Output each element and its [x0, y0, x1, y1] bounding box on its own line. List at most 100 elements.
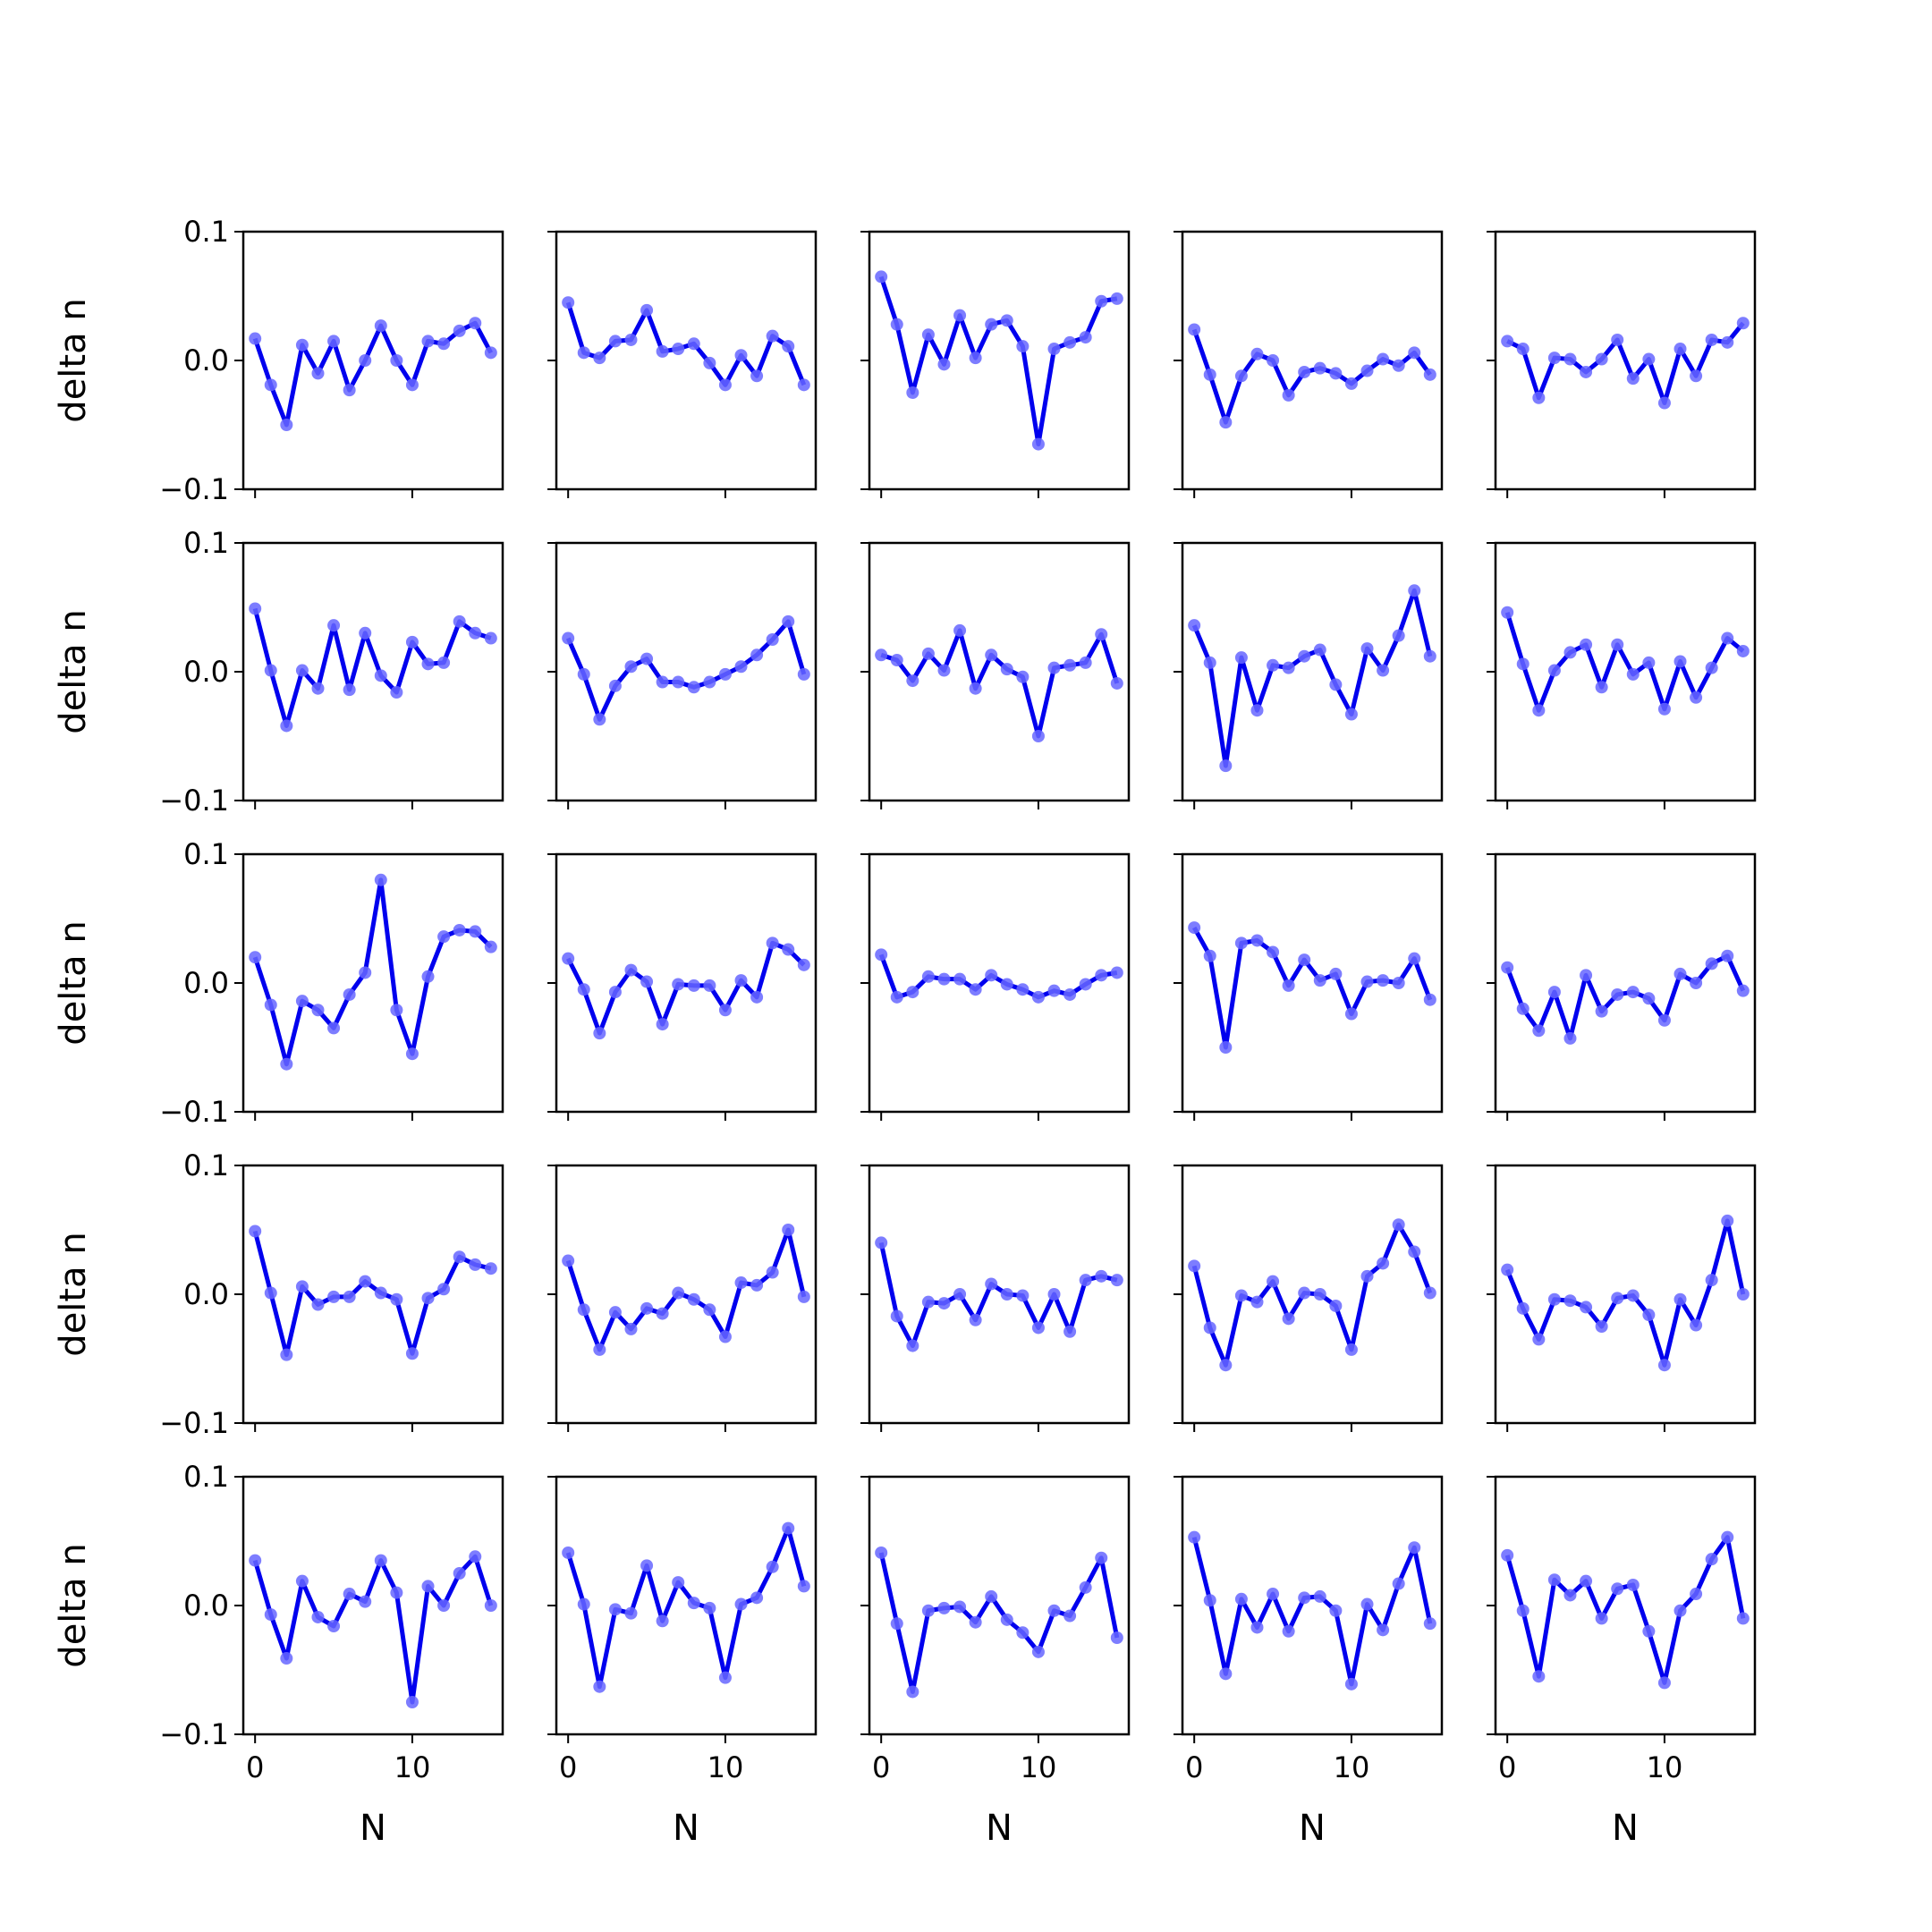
series-line	[1191, 588, 1433, 768]
data-point	[640, 1301, 654, 1315]
data-point	[750, 648, 764, 662]
data-point	[1408, 952, 1421, 965]
data-point	[703, 979, 716, 992]
data-point	[577, 346, 590, 360]
data-point	[1721, 1530, 1734, 1544]
data-point	[1031, 990, 1045, 1004]
axes-frame	[1494, 541, 1757, 802]
data-point	[1736, 644, 1750, 657]
data-point	[1203, 368, 1216, 381]
data-point	[672, 675, 685, 689]
data-point	[421, 970, 435, 983]
y-tick-label: 0.0	[183, 655, 229, 689]
data-point	[1298, 1286, 1311, 1300]
data-point	[1031, 730, 1045, 742]
data-point	[1721, 1214, 1734, 1227]
data-point	[687, 979, 700, 992]
data-point	[1031, 1321, 1045, 1335]
data-point	[687, 1597, 700, 1610]
data-point	[1408, 1541, 1421, 1555]
data-point	[766, 936, 779, 950]
series-line	[252, 1230, 492, 1358]
data-point	[1000, 1288, 1013, 1301]
data-point	[1000, 314, 1013, 327]
data-point	[890, 990, 903, 1004]
data-point	[1674, 1292, 1687, 1306]
data-point	[718, 378, 732, 392]
data-point	[264, 378, 277, 392]
data-point	[1580, 638, 1593, 651]
data-point	[1298, 365, 1311, 378]
data-point	[593, 1343, 606, 1356]
x-axis-label: N	[360, 1808, 386, 1849]
data-point	[1611, 987, 1624, 1001]
data-point	[359, 1275, 372, 1288]
axes-frame	[1181, 541, 1444, 802]
axes-frame	[242, 1475, 504, 1736]
data-point	[906, 1685, 919, 1699]
subplot-r1-c5	[1487, 230, 1757, 498]
data-point	[750, 990, 764, 1004]
data-point	[374, 1554, 387, 1567]
data-point	[405, 1047, 419, 1061]
data-point	[390, 686, 403, 699]
data-point	[1188, 1259, 1201, 1273]
data-point	[656, 675, 669, 689]
data-point	[562, 296, 575, 309]
series-line	[1506, 321, 1745, 406]
data-point	[1705, 1553, 1718, 1566]
data-point	[1047, 984, 1061, 997]
subplot-r5-c3: 0 10N	[860, 1475, 1131, 1849]
data-point	[1234, 1289, 1248, 1302]
data-point	[1501, 961, 1514, 974]
data-point	[1611, 638, 1624, 651]
data-point	[1611, 1582, 1624, 1596]
data-point	[1000, 978, 1013, 991]
data-point	[1329, 967, 1343, 980]
data-point	[1047, 343, 1061, 356]
data-point	[985, 648, 998, 662]
subplot-r2-c5	[1487, 541, 1757, 809]
data-point	[1219, 1667, 1233, 1681]
y-axis-label: delta n	[53, 920, 94, 1045]
data-point	[1188, 921, 1201, 935]
data-point	[1657, 1359, 1671, 1372]
data-point	[1563, 646, 1577, 659]
data-point	[1392, 359, 1405, 372]
data-point	[1031, 437, 1045, 451]
y-tick-label: −0.1	[159, 784, 229, 818]
data-point	[906, 386, 919, 399]
data-point	[906, 674, 919, 688]
data-point	[766, 1560, 779, 1573]
data-point	[969, 1615, 982, 1629]
axes-frame	[555, 541, 818, 802]
subplot-r3-c1: −0.1 0.0 0.1 delta n	[53, 837, 504, 1129]
data-point	[1250, 1295, 1264, 1309]
data-point	[1000, 663, 1013, 676]
y-tick-label: −0.1	[159, 1406, 229, 1440]
data-point	[1595, 1612, 1608, 1625]
data-point	[295, 1574, 309, 1588]
data-point	[1282, 661, 1295, 674]
data-point	[921, 970, 935, 983]
data-point	[1313, 974, 1326, 987]
data-point	[953, 972, 967, 986]
data-point	[1642, 992, 1656, 1005]
series-line	[565, 1526, 807, 1690]
data-point	[985, 969, 998, 982]
data-point	[421, 1580, 435, 1593]
series-line	[878, 1241, 1118, 1349]
data-point	[249, 1554, 262, 1567]
data-point	[405, 1347, 419, 1360]
axes-frame	[1494, 1475, 1757, 1736]
data-point	[249, 951, 262, 964]
data-point	[890, 1309, 903, 1323]
data-point	[437, 1283, 451, 1296]
data-point	[1580, 969, 1593, 982]
data-point	[311, 1004, 325, 1017]
data-point	[374, 319, 387, 333]
data-point	[577, 667, 590, 681]
data-point	[484, 1599, 497, 1612]
data-point	[1063, 1325, 1077, 1338]
data-point	[453, 614, 466, 628]
